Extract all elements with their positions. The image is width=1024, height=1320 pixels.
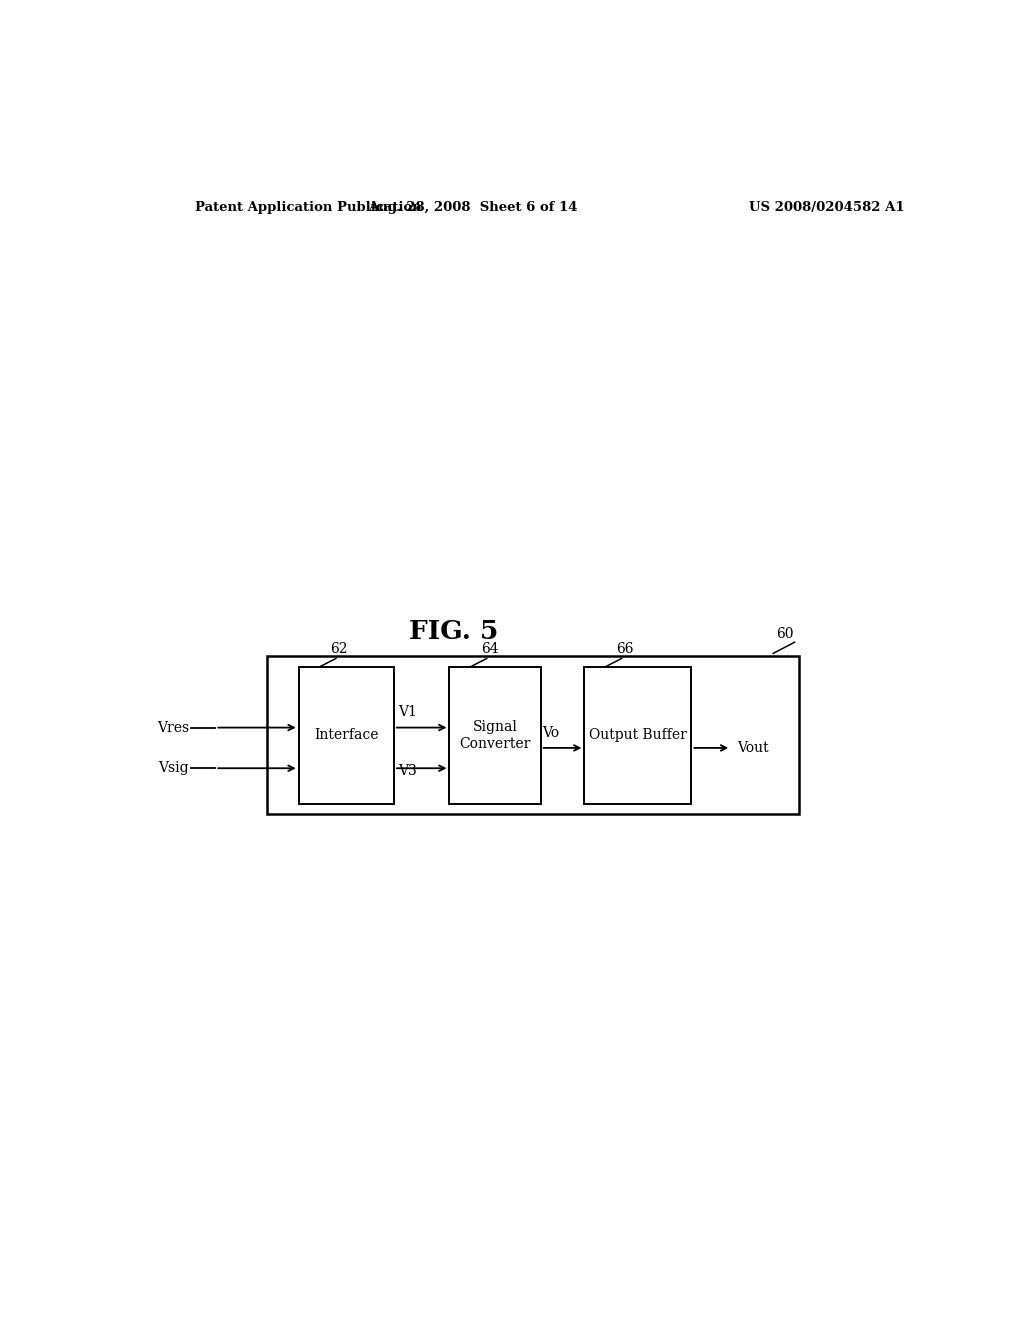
Bar [299,667,394,804]
Text: 64: 64 [481,643,499,656]
Text: Output Buffer: Output Buffer [589,729,687,742]
Text: 66: 66 [616,643,634,656]
Text: Vout: Vout [737,741,769,755]
Text: Aug. 28, 2008  Sheet 6 of 14: Aug. 28, 2008 Sheet 6 of 14 [369,201,578,214]
Text: US 2008/0204582 A1: US 2008/0204582 A1 [749,201,904,214]
Text: V3: V3 [397,764,417,779]
Text: Vo: Vo [543,726,559,739]
Text: Signal
Converter: Signal Converter [460,719,530,751]
Text: Vsig: Vsig [159,762,189,775]
Text: Patent Application Publication: Patent Application Publication [196,201,422,214]
Text: FIG. 5: FIG. 5 [409,619,498,644]
Bar [267,656,799,814]
Bar [450,667,541,804]
Text: V1: V1 [397,705,417,719]
Bar [585,667,691,804]
Text: 60: 60 [776,627,794,642]
Text: 62: 62 [331,643,348,656]
Text: Interface: Interface [314,729,379,742]
Text: Vres: Vres [157,721,189,735]
